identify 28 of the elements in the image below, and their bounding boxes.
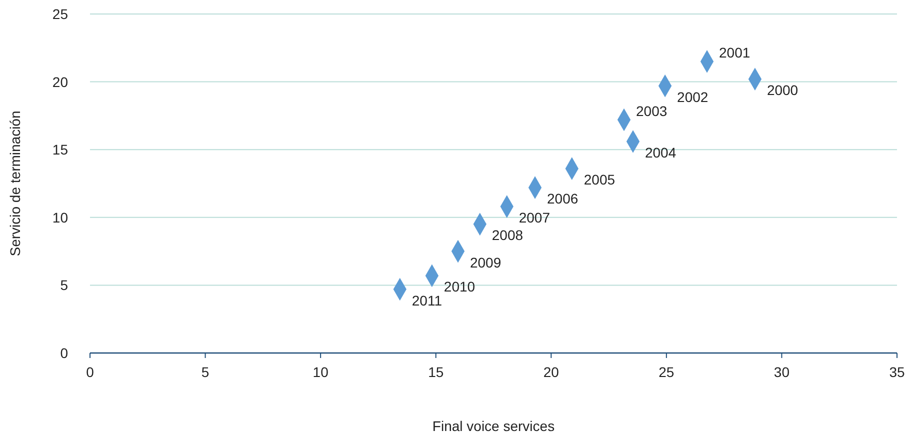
annotation: 2000: [766, 82, 798, 98]
x-tick-label: 15: [428, 364, 444, 380]
y-tick-label: 10: [52, 209, 68, 226]
y-axis-title: Servicio de terminación: [7, 110, 23, 256]
x-tick-label: 25: [658, 364, 674, 380]
x-tick-label: 10: [312, 364, 329, 380]
x-tick-label: 5: [201, 364, 210, 380]
annotation: 2006: [547, 190, 578, 207]
y-tick-label: 20: [52, 74, 68, 90]
x-tick-label: 0: [86, 364, 94, 380]
y-tick-label: 5: [60, 277, 68, 294]
annotation: 2001: [719, 44, 750, 60]
annotation: 2007: [518, 210, 550, 226]
x-tick-label: 20: [543, 364, 560, 380]
x-tick-label: 30: [774, 364, 790, 380]
annotation: 2009: [470, 254, 502, 270]
annotation: 2004: [644, 144, 676, 160]
y-tick-label: 0: [60, 345, 68, 361]
y-tick-label: 25: [52, 6, 68, 22]
annotation: 2005: [584, 172, 616, 188]
x-tick-label: 35: [889, 364, 905, 380]
y-tick-label: 15: [52, 142, 68, 158]
annotation: 2010: [444, 278, 476, 295]
annotation: 2002: [677, 88, 708, 105]
annotation: 2003: [636, 102, 668, 119]
x-axis-title: Final voice services: [432, 418, 555, 434]
annotation: 2011: [412, 292, 442, 308]
annotation: 2008: [492, 227, 524, 244]
